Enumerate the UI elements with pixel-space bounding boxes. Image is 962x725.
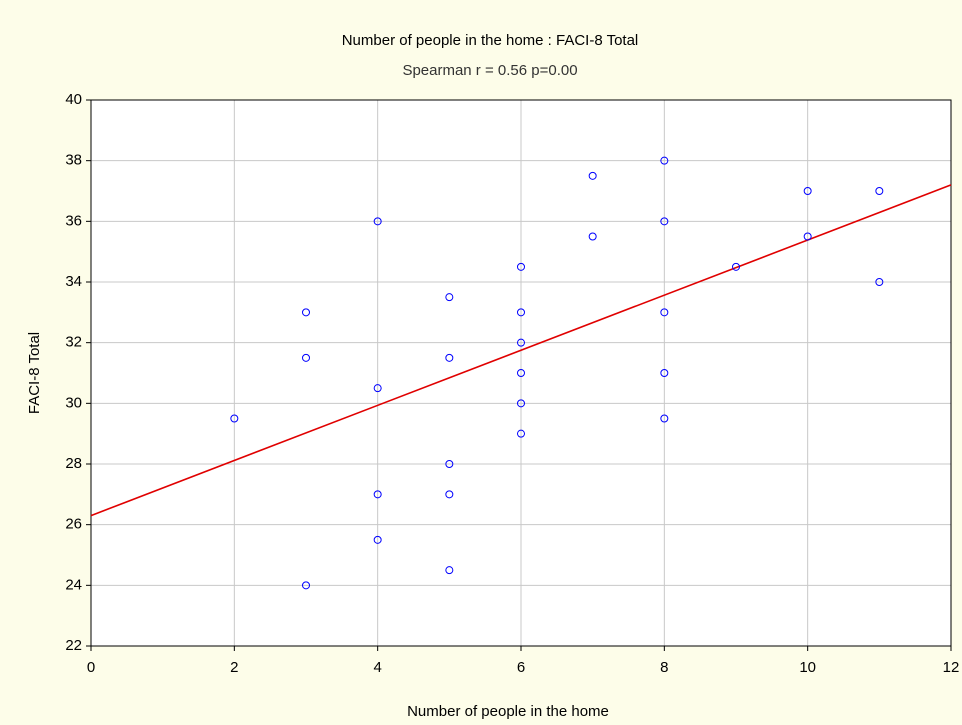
x-tick-label: 12	[943, 659, 960, 676]
y-tick-label: 34	[65, 273, 82, 290]
y-tick-label: 36	[65, 212, 82, 229]
y-tick-label: 24	[65, 576, 82, 593]
y-tick-label: 28	[65, 455, 82, 472]
y-tick-label: 32	[65, 334, 82, 351]
chart: Number of people in the home : FACI-8 To…	[0, 0, 962, 725]
x-axis-label: Number of people in the home	[407, 703, 609, 720]
chart-subtitle: Spearman r = 0.56 p=0.00	[402, 62, 577, 79]
x-tick-label: 6	[517, 659, 525, 676]
x-tick-label: 10	[799, 659, 816, 676]
y-tick-label: 26	[65, 516, 82, 533]
x-tick-label: 0	[87, 659, 95, 676]
x-tick-label: 4	[373, 659, 381, 676]
chart-title: Number of people in the home : FACI-8 To…	[342, 32, 639, 49]
y-tick-label: 30	[65, 394, 82, 411]
x-tick-label: 8	[660, 659, 668, 676]
y-tick-label: 22	[65, 637, 82, 654]
y-axis-label: FACI-8 Total	[26, 332, 43, 414]
x-tick-label: 2	[230, 659, 238, 676]
y-tick-label: 38	[65, 152, 82, 169]
y-tick-label: 40	[65, 91, 82, 108]
